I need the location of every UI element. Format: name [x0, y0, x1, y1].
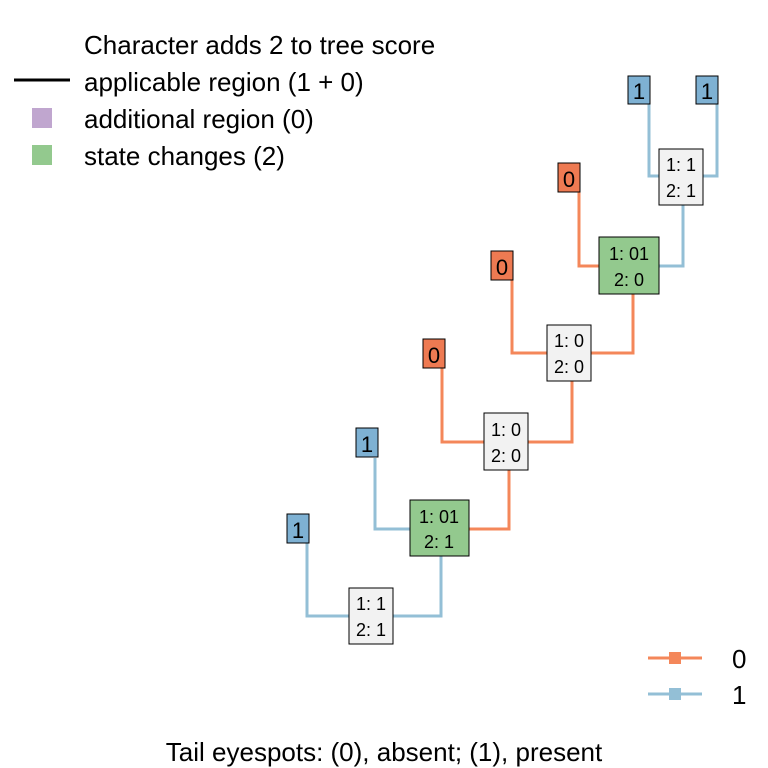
tips: 1 1 0 0 0 1 1: [286, 75, 719, 544]
node-n1: 1: 1 2: 1: [658, 148, 704, 206]
node-n2: 1: 01 2: 0: [598, 236, 660, 295]
state-legend-label-1: 1: [732, 680, 746, 710]
tip-label: 0: [563, 167, 575, 192]
branch-t5-n4: [440, 367, 484, 444]
legend-swatch-additional: [32, 108, 52, 128]
node-line-1: 1: 1: [356, 594, 386, 614]
tip-t1: 1: [627, 75, 651, 105]
tip-label: 1: [361, 432, 373, 457]
branch-n3-n4: [528, 381, 574, 444]
tip-label: 1: [292, 518, 304, 543]
branch-n2-n3: [591, 294, 635, 355]
node-n6: 1: 1 2: 1: [348, 587, 394, 645]
branch-t2-n1: [703, 104, 719, 178]
legend-swatch-changes: [32, 145, 52, 165]
tip-t5: 0: [422, 338, 446, 369]
branch-n1-n2: [659, 205, 685, 268]
tip-label: 1: [701, 79, 713, 104]
node-n3: 1: 0 2: 0: [546, 324, 592, 382]
node-line-2: 2: 1: [666, 181, 696, 201]
legend-title: Character adds 2 to tree score: [84, 30, 435, 60]
state-legend-marker-0: [669, 652, 681, 664]
tip-t3: 0: [557, 162, 581, 193]
tip-t2: 1: [695, 75, 719, 105]
legend-item-changes: state changes (2): [84, 141, 285, 171]
node-line-1: 1: 0: [491, 420, 521, 440]
node-line-1: 1: 01: [609, 244, 649, 264]
branch-t4-n3: [510, 280, 547, 355]
node-line-1: 1: 0: [554, 331, 584, 351]
node-line-1: 1: 1: [666, 155, 696, 175]
branch-t6-n5: [373, 458, 410, 531]
node-line-1: 1: 01: [419, 507, 459, 527]
node-line-2: 2: 0: [554, 357, 584, 377]
tree-branches: [305, 104, 719, 618]
branch-t3-n2: [577, 192, 599, 268]
state-legend-marker-1: [669, 688, 681, 700]
tip-t4: 0: [490, 250, 514, 281]
branch-n5-n6: [393, 556, 443, 618]
node-line-2: 2: 0: [491, 446, 521, 466]
node-n5: 1: 01 2: 1: [409, 499, 470, 557]
tip-label: 0: [496, 255, 508, 280]
legend-item-additional: additional region (0): [84, 104, 314, 134]
node-line-2: 2: 0: [614, 270, 644, 290]
tip-t7: 1: [286, 513, 310, 544]
state-legend: 0 1: [648, 644, 746, 710]
node-line-2: 2: 1: [424, 532, 454, 552]
character-caption: Tail eyespots: (0), absent; (1), present: [166, 737, 603, 767]
legend-item-applicable: applicable region (1 + 0): [84, 67, 364, 97]
node-n4: 1: 0 2: 0: [483, 412, 529, 471]
branch-t1-n1: [647, 104, 659, 178]
internal-nodes: 1: 1 2: 1 1: 01 2: 0 1: 0 2: 0 1: 0 2: 0…: [348, 148, 704, 645]
branch-n4-n5: [469, 470, 511, 531]
score-legend: Character adds 2 to tree score applicabl…: [14, 30, 435, 171]
tip-label: 1: [633, 79, 645, 104]
branch-t7-n6: [305, 543, 349, 618]
node-line-2: 2: 1: [356, 620, 386, 640]
state-legend-label-0: 0: [732, 644, 746, 674]
tip-label: 0: [428, 343, 440, 368]
tip-t6: 1: [355, 427, 379, 458]
